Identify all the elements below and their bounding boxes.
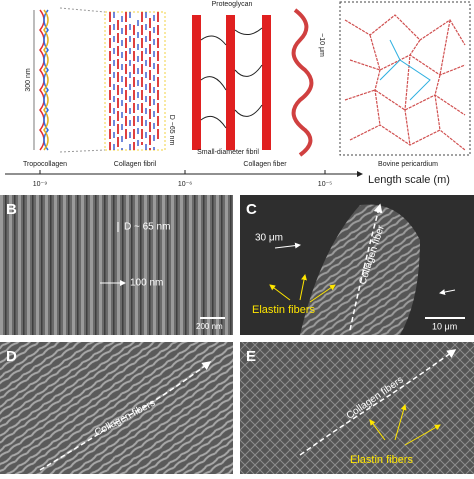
arrow xyxy=(404,424,441,446)
fibril-bar xyxy=(262,15,271,150)
panel-b: B D ~ 65 nm 100 nm 200 nm xyxy=(0,195,233,335)
panel-c: C 30 μm Collagen fiber Elastin fibers 10… xyxy=(240,195,474,335)
annotation: 300 nm xyxy=(25,68,32,92)
stage-label: Bovine pericardium xyxy=(378,161,438,168)
annotation: 100 nm xyxy=(130,278,163,289)
annotation: Elastin fibers xyxy=(350,454,413,466)
panel-d: D Collagen fibers xyxy=(0,342,233,474)
helix xyxy=(43,9,49,151)
helix xyxy=(43,9,49,151)
fibril-strands xyxy=(109,12,159,150)
scale-tick-label: 10⁻⁹ xyxy=(33,181,47,188)
scale-tick-label: 10⁻⁵ xyxy=(318,181,332,188)
arrow xyxy=(274,242,301,249)
annotation: Elastin fibers xyxy=(252,304,315,316)
arrow xyxy=(269,284,291,301)
micrograph xyxy=(0,342,233,474)
panel-label: E xyxy=(246,348,256,365)
arrow xyxy=(299,274,307,301)
elastin-network xyxy=(379,39,431,101)
fibril-bar xyxy=(192,15,201,150)
scale-tick-label: 10⁻⁶ xyxy=(178,181,192,188)
arrow xyxy=(299,349,457,456)
panel-label: B xyxy=(6,201,17,218)
fiber-bundle xyxy=(300,204,420,335)
connector xyxy=(59,149,106,153)
panel-label: D xyxy=(6,348,17,365)
panel-a: 300 nm D ~65 nm Proteoglycan Small-diame… xyxy=(5,1,471,188)
arrow xyxy=(309,284,336,303)
stage-label: Tropocollagen xyxy=(23,161,67,168)
scale-label: Length scale (m) xyxy=(368,174,450,186)
micrograph xyxy=(0,195,233,335)
stage-label: Collagen fiber xyxy=(243,161,287,168)
panel-label: C xyxy=(246,201,257,218)
annotation: Proteoglycan xyxy=(212,1,253,8)
panel-e: E Collagen fibers Elastin fibers xyxy=(240,342,474,474)
fibril-strands xyxy=(113,12,155,150)
annotation: D ~ 65 nm xyxy=(124,222,170,233)
scale-bar-label: 10 μm xyxy=(432,321,457,331)
annotation: 30 μm xyxy=(255,233,283,244)
connector xyxy=(59,7,106,13)
proteoglycan xyxy=(200,27,263,129)
arrow xyxy=(39,361,212,471)
arrow xyxy=(349,203,383,331)
fibril-bar xyxy=(226,15,235,150)
annotation: Small-diameter fibril xyxy=(197,149,259,156)
wavy-fiber xyxy=(291,8,314,157)
tissue-box xyxy=(339,1,471,156)
stage-label: Collagen fibril xyxy=(114,161,157,168)
annotation: D ~65 nm xyxy=(168,115,175,146)
annotation: ~10 μm xyxy=(318,33,325,57)
arrow xyxy=(394,404,407,441)
collagen-network xyxy=(344,14,466,151)
arrow xyxy=(369,419,386,441)
arrow xyxy=(439,289,456,295)
scale-bar-label: 200 nm xyxy=(196,322,223,331)
